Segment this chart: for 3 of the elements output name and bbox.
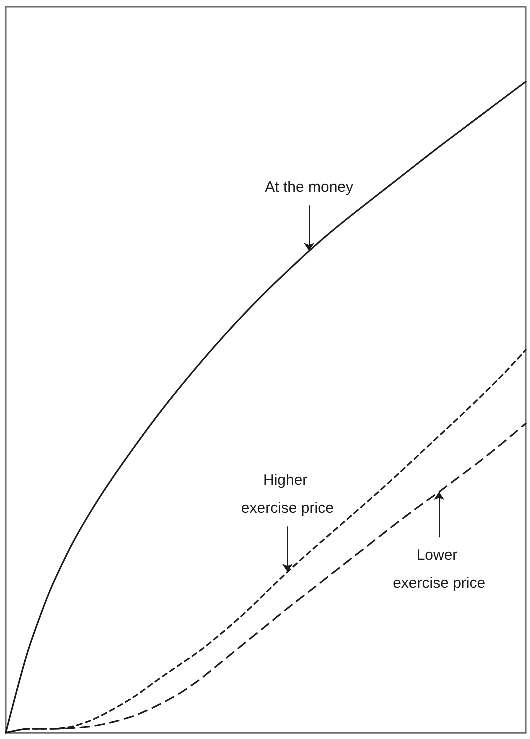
series-label: Higher exercise price: [241, 472, 334, 518]
series-label: At the money: [265, 179, 354, 196]
series-label: Lower exercise price: [393, 547, 486, 592]
